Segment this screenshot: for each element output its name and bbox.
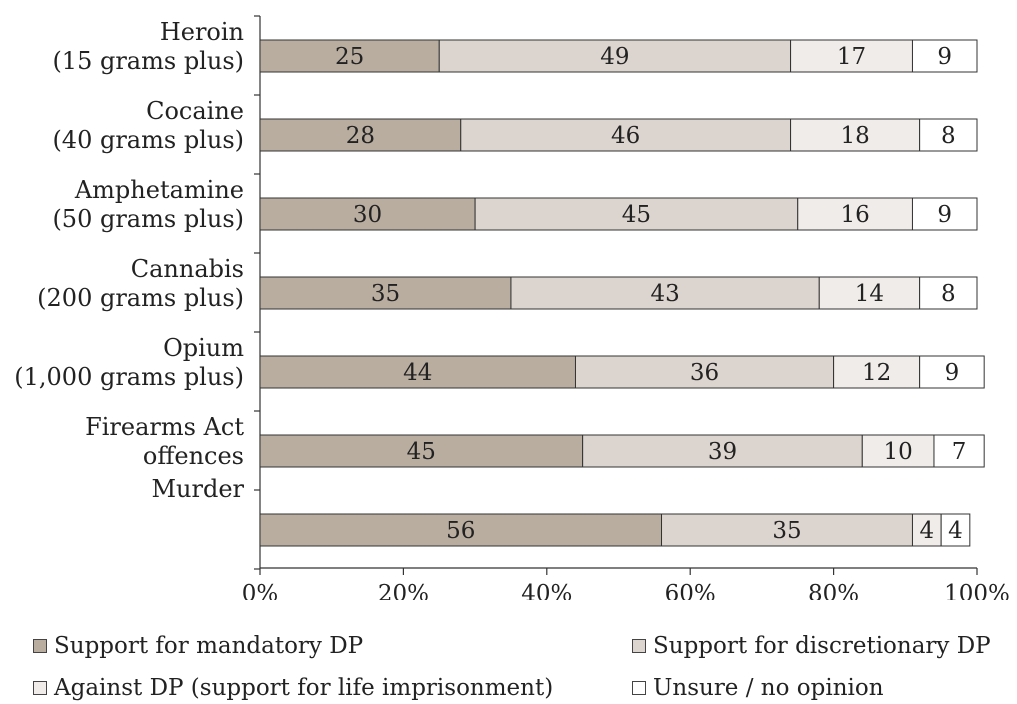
bar-segment [911,513,942,547]
data-label: 9 [937,44,952,70]
category-label: (40 grams plus) [52,126,244,154]
legend-label-discretionary: Support for discretionary DP [653,633,991,659]
legend-label-against: Against DP (support for life imprisonmen… [54,675,554,701]
data-label: 25 [335,44,364,70]
x-tick-label: 100% [944,581,1010,600]
category-label: (200 grams plus) [37,284,244,312]
bar-segment [661,513,913,547]
data-label: 30 [353,202,382,228]
data-label: 9 [945,360,960,386]
category-label: (50 grams plus) [52,205,244,233]
data-label: 8 [941,123,956,149]
bar-segment [582,434,863,468]
bar-segment [259,39,440,73]
legend-swatch-unsure [632,681,646,695]
data-label: 7 [952,439,967,465]
bar-segment [919,355,985,389]
category-label: Cannabis [131,255,244,283]
data-label: 9 [937,202,952,228]
legend-swatch-mandatory [33,639,47,653]
category-label: offences [143,442,244,470]
bar-segment [790,39,913,73]
legend-item-discretionary: Support for discretionary DP [632,633,991,659]
bar-segment [911,197,978,231]
bar-segment [861,434,935,468]
data-label: 39 [708,439,737,465]
category-label: Murder [151,475,244,503]
legend-swatch-discretionary [632,639,646,653]
legend-item-mandatory: Support for mandatory DP [33,633,363,659]
bar-segment [259,355,576,389]
bar-segment [919,276,978,310]
bar-segment [818,276,921,310]
data-label: 46 [611,123,640,149]
data-label: 43 [650,281,679,307]
bar-segment [259,118,462,152]
data-label: 4 [919,518,934,544]
data-label: 12 [862,360,891,386]
data-label: 17 [837,44,866,70]
bar-segment [259,197,476,231]
bar-segment [460,118,792,152]
bar-segment [919,118,978,152]
x-tick-label: 40% [521,581,572,600]
category-label: (15 grams plus) [52,47,244,75]
category-label: Opium [163,334,244,362]
data-label: 44 [403,360,432,386]
data-label: 18 [840,123,869,149]
data-label: 35 [371,281,400,307]
bar-segment [797,197,913,231]
bar-segment [438,39,792,73]
legend-item-against: Against DP (support for life imprisonmen… [33,675,553,701]
category-label: Firearms Act [85,413,244,441]
bar-segment [833,355,921,389]
category-label: (1,000 grams plus) [14,363,244,391]
data-label: 49 [600,44,629,70]
bar-segment [259,434,584,468]
x-tick-label: 0% [242,581,279,600]
category-label: Cocaine [146,97,244,125]
bar-segment [474,197,799,231]
data-label: 28 [346,123,375,149]
data-label: 45 [622,202,651,228]
x-tick-label: 60% [665,581,716,600]
data-label: 8 [941,281,956,307]
stacked-bar-chart: 0% 20% 40% 60% 80% 100% Heroin(15 grams plus) C… [14,15,1010,600]
legend-item-unsure: Unsure / no opinion [632,675,884,701]
data-label: 14 [855,281,884,307]
bar-segment [510,276,820,310]
bar-segment [574,355,835,389]
data-label: 45 [407,439,436,465]
x-tick-label: 20% [378,581,429,600]
legend-label-unsure: Unsure / no opinion [653,675,884,701]
category-label: Heroin [160,18,244,46]
bar-segment [790,118,921,152]
bar-segment [259,276,512,310]
data-label: 56 [446,518,475,544]
legend-swatch-against [33,681,47,695]
category-label: Amphetamine [74,176,244,204]
legend-label-mandatory: Support for mandatory DP [54,633,364,659]
bar-segment [911,39,978,73]
data-label: 36 [690,360,719,386]
bar-segment [933,434,985,468]
bar-segment [940,513,971,547]
x-tick-label: 80% [808,581,859,600]
data-label: 16 [840,202,869,228]
data-label: 10 [883,439,912,465]
data-label: 35 [772,518,801,544]
data-label: 4 [948,518,963,544]
